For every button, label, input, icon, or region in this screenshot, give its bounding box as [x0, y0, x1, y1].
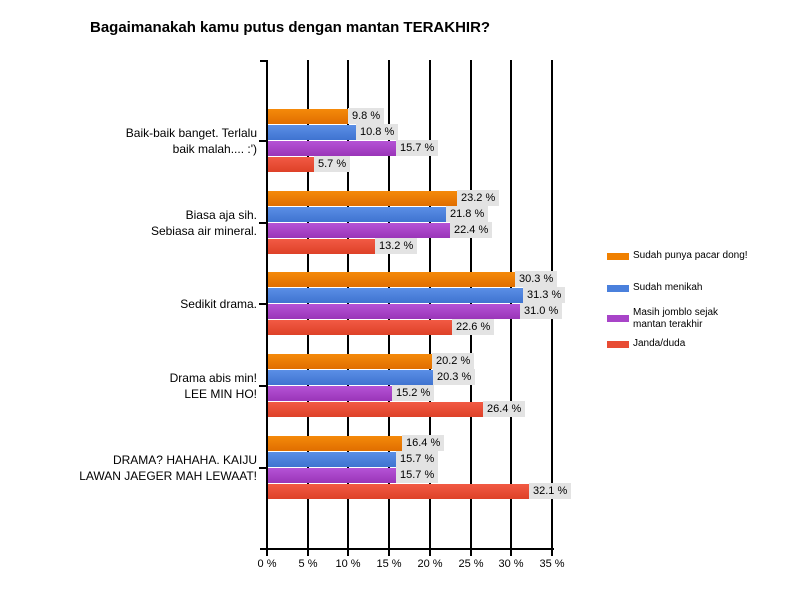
bar — [268, 468, 396, 483]
legend-label: Janda/duda — [633, 338, 685, 350]
legend-swatch — [607, 253, 629, 260]
value-label: 32.1 % — [529, 483, 572, 499]
value-label: 15.7 % — [396, 451, 439, 467]
value-label: 15.7 % — [396, 140, 439, 156]
x-tick-label: 30 % — [498, 558, 524, 570]
category-label-line: DRAMA? HAHAHA. KAIJU — [112, 453, 257, 467]
x-tick-label: 5 % — [298, 558, 318, 570]
legend-swatch — [607, 315, 629, 322]
x-tick-label: 10 % — [335, 558, 361, 570]
value-label: 23.2 % — [457, 190, 500, 206]
value-label: 22.6 % — [452, 319, 495, 335]
category-tick — [259, 303, 267, 305]
bar — [268, 452, 396, 467]
bar — [268, 272, 515, 287]
bar — [268, 239, 375, 254]
value-label: 31.0 % — [520, 303, 563, 319]
category-tick — [259, 467, 267, 469]
value-label: 13.2 % — [375, 238, 418, 254]
value-label: 16.4 % — [402, 435, 445, 451]
bar — [268, 484, 529, 499]
category-label-line: Baik-baik banget. Terlalu — [125, 126, 257, 140]
legend-swatch — [607, 285, 629, 292]
category-label-line: LEE MIN HO! — [184, 387, 257, 401]
category-label: Biasa aja sih. Sebiasa air mineral. — [151, 207, 257, 239]
legend-label-line: Masih jomblo sejak — [633, 307, 719, 318]
value-label: 9.8 % — [348, 108, 385, 124]
category-label: Drama abis min! LEE MIN HO! — [170, 370, 257, 402]
y-axis-cap — [260, 60, 267, 62]
category-label: Baik-baik banget. Terlalu baik malah.... … — [126, 125, 257, 157]
value-label: 22.4 % — [450, 222, 493, 238]
legend-label-line: mantan terakhir — [633, 319, 703, 330]
x-tick-label: 15 % — [376, 558, 402, 570]
category-label-line: Drama abis min! — [169, 371, 257, 385]
value-label: 15.7 % — [396, 467, 439, 483]
category-label-line: Sedikit drama. — [180, 297, 257, 311]
chart-title: Bagaimanakah kamu putus dengan mantan TE… — [90, 19, 491, 36]
bar — [268, 191, 457, 206]
x-tick-label: 20 % — [417, 558, 443, 570]
bar — [268, 141, 396, 156]
bar — [268, 402, 483, 417]
category-label-line: Biasa aja sih. — [185, 208, 257, 222]
legend-label: Sudah punya pacar dong! — [633, 250, 748, 262]
bar — [268, 354, 432, 369]
category-label: Sedikit drama. — [180, 296, 257, 312]
x-axis — [260, 548, 554, 550]
x-tick-label: 0 % — [257, 558, 277, 570]
bar — [268, 109, 348, 124]
category-label-line: Sebiasa air mineral. — [150, 224, 257, 238]
x-tick-label: 35 % — [539, 558, 565, 570]
category-label: DRAMA? HAHAHA. KAIJU LAWAN JAEGER MAH LEW… — [79, 452, 257, 484]
x-tick-label: 25 % — [458, 558, 484, 570]
bar — [268, 223, 450, 238]
bar — [268, 386, 392, 401]
value-label: 5.7 % — [314, 156, 351, 172]
category-tick — [259, 140, 267, 142]
legend-swatch — [607, 341, 629, 348]
value-label: 31.3 % — [523, 287, 566, 303]
value-label: 20.3 % — [433, 369, 476, 385]
legend-label: Masih jomblo sejak mantan terakhir — [633, 307, 718, 331]
bar — [268, 304, 520, 319]
value-label: 26.4 % — [483, 401, 526, 417]
value-label: 30.3 % — [515, 271, 558, 287]
bar — [268, 288, 523, 303]
bar — [268, 157, 314, 172]
legend-label-line: Sudah punya pacar dong! — [633, 250, 748, 261]
legend-label: Sudah menikah — [633, 282, 703, 294]
value-label: 21.8 % — [446, 206, 489, 222]
bar — [268, 207, 446, 222]
category-label-line: LAWAN JAEGER MAH LEWAAT! — [79, 469, 257, 483]
category-label-line: baik malah.... :') — [172, 142, 257, 156]
value-label: 10.8 % — [356, 124, 399, 140]
bar — [268, 125, 356, 140]
value-label: 20.2 % — [432, 353, 475, 369]
bar — [268, 436, 402, 451]
value-label: 15.2 % — [392, 385, 435, 401]
legend-label-line: Sudah menikah — [633, 282, 703, 293]
y-axis — [266, 60, 268, 556]
bar — [268, 370, 433, 385]
category-tick — [259, 222, 267, 224]
legend-label-line: Janda/duda — [633, 338, 686, 349]
bar — [268, 320, 452, 335]
category-tick — [259, 385, 267, 387]
